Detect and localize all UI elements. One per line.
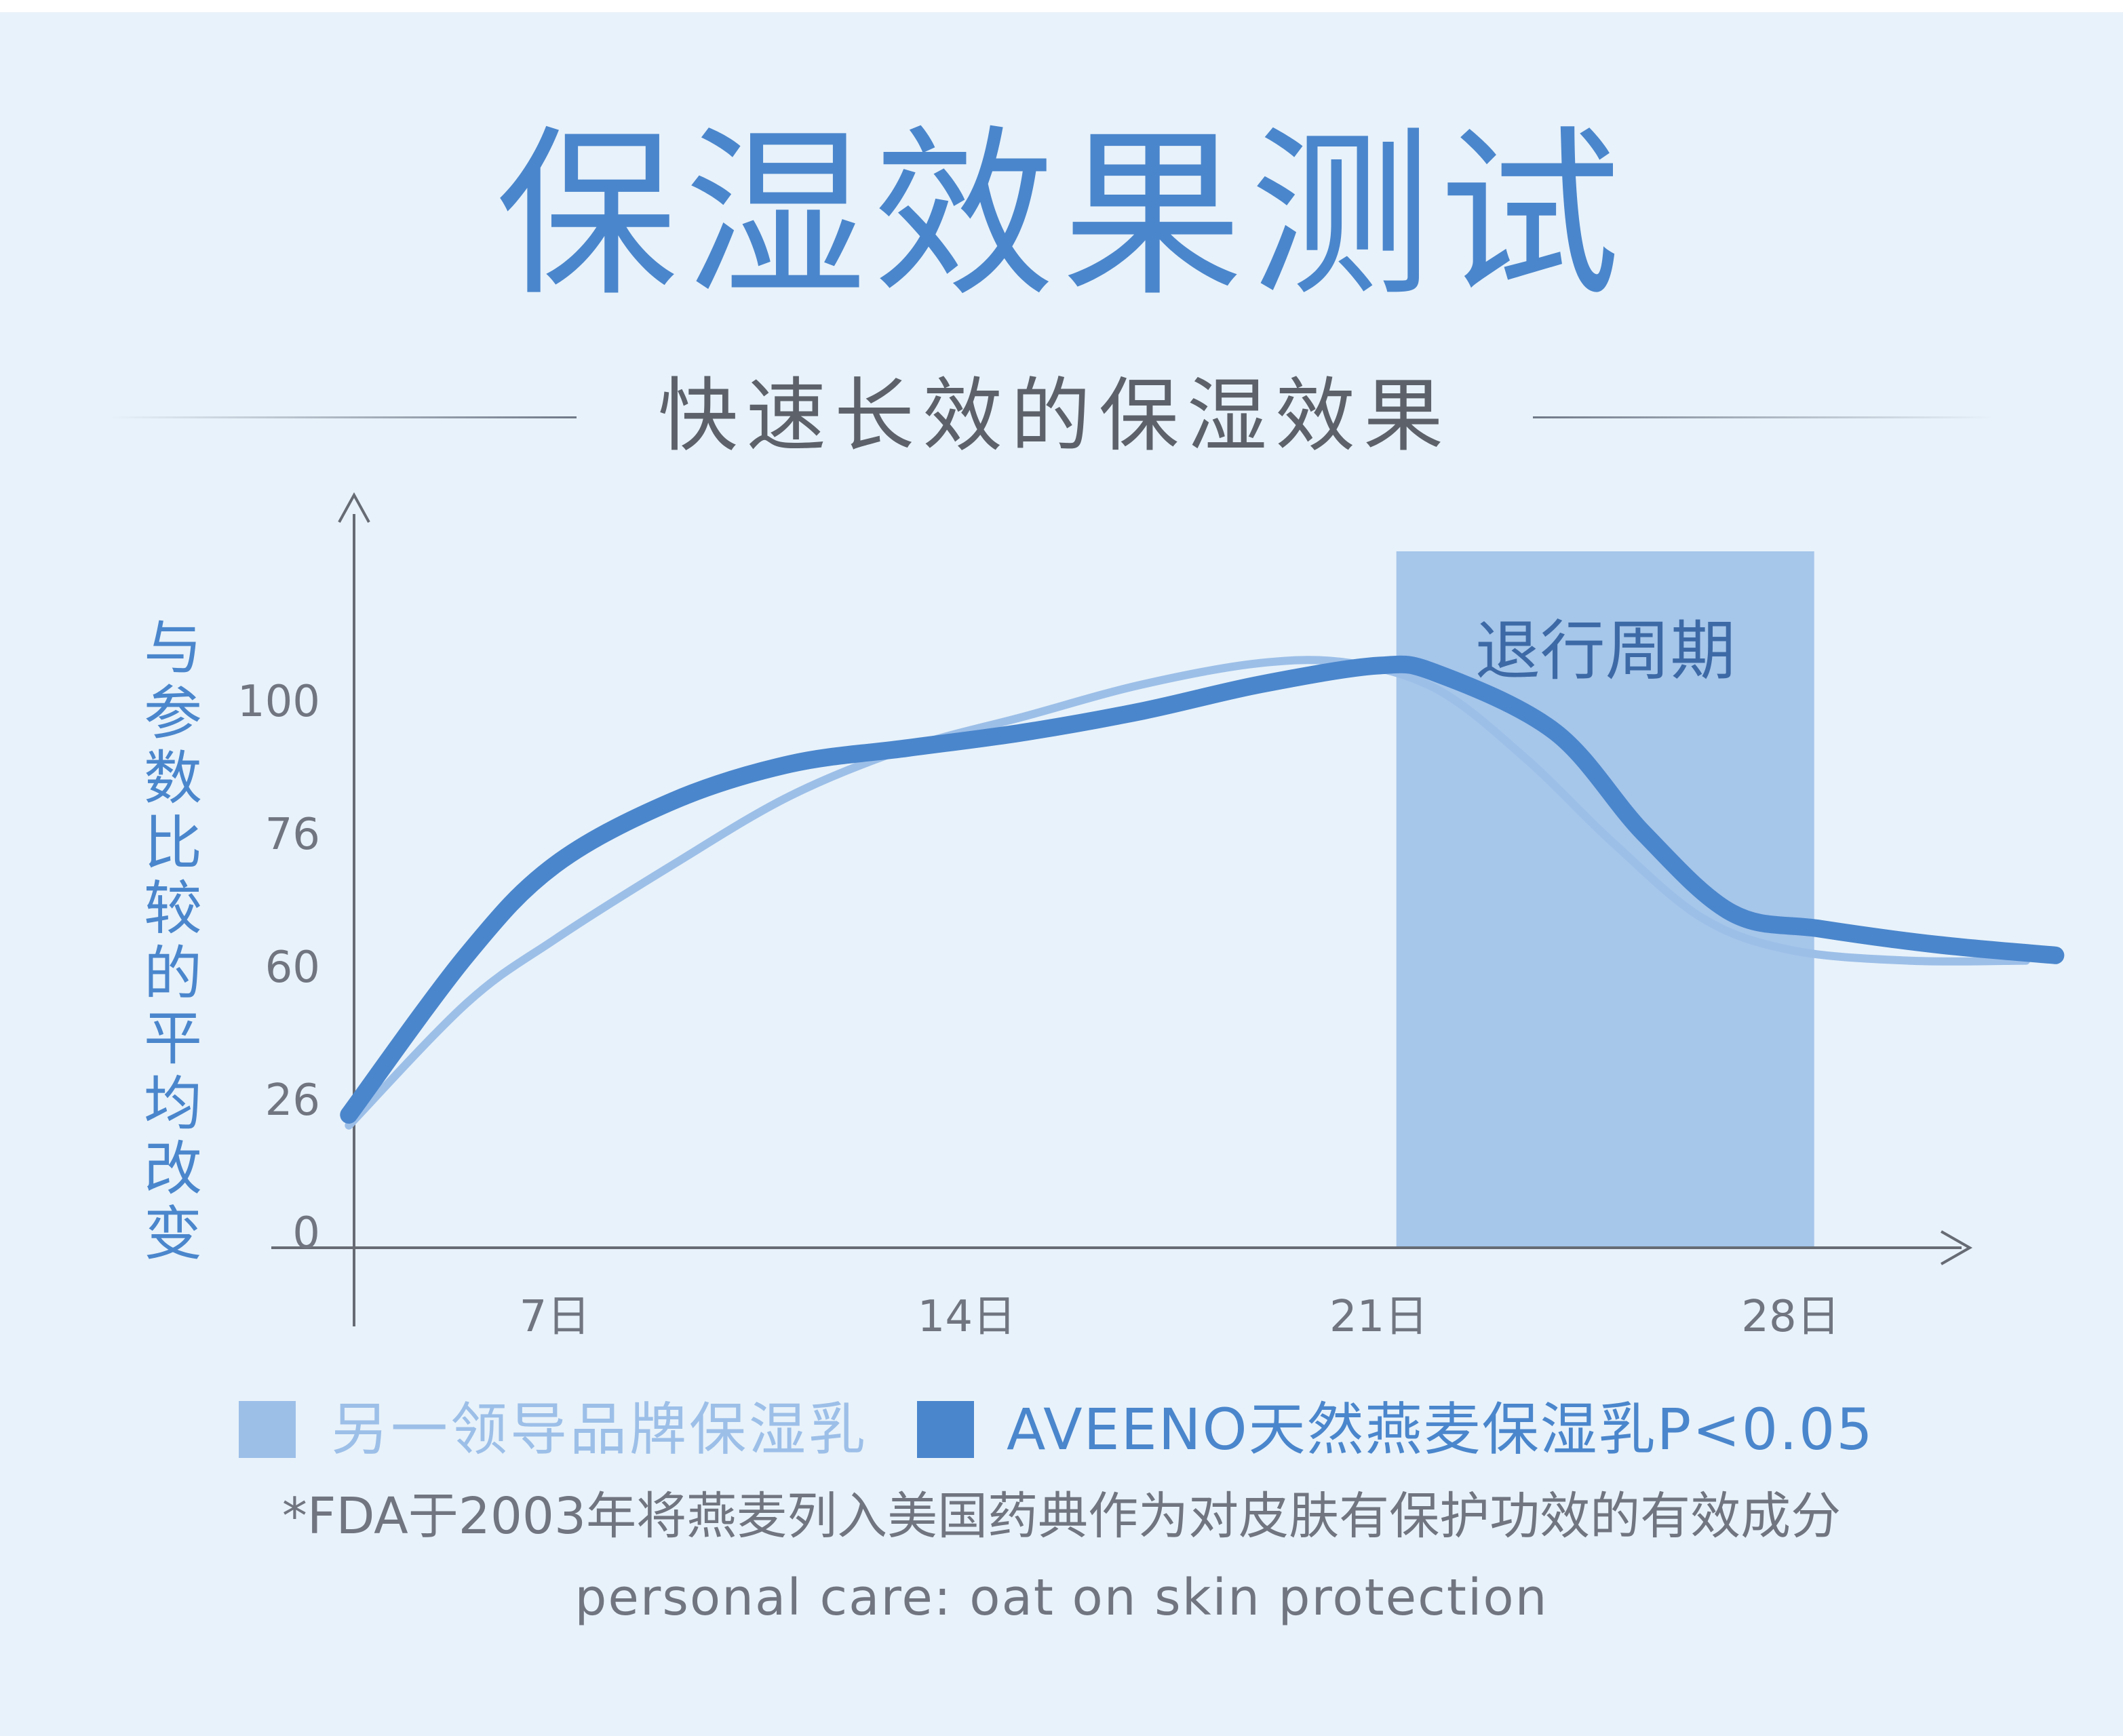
legend-swatch-other-brand	[239, 1401, 296, 1458]
x-tick-label: 28日	[1741, 1292, 1839, 1342]
highlight-band-group: 退行周期	[1396, 551, 1814, 1248]
x-tick-label: 7日	[520, 1292, 591, 1342]
axes	[271, 492, 1973, 1326]
y-tick-label: 0	[292, 1208, 320, 1259]
line-chart: 退行周期 0 26 60 76 100 7日 14日 21日 28日	[237, 492, 2065, 1342]
legend-label-other-brand: 另一领导品牌保湿乳	[331, 1396, 869, 1463]
y-tick-label: 100	[237, 677, 320, 727]
page-title: 保湿效果测试	[496, 110, 1627, 321]
x-tick-label: 14日	[918, 1292, 1016, 1342]
y-tick-label: 76	[265, 810, 320, 860]
y-tick-label: 60	[265, 943, 320, 993]
subtitle-divider-left	[109, 416, 577, 418]
y-tick-label: 26	[265, 1076, 320, 1126]
x-axis-arrow	[1941, 1230, 1973, 1265]
recession-period-band	[1396, 551, 1814, 1248]
y-axis-arrow	[338, 492, 370, 523]
series-line-other-brand	[345, 656, 2030, 1130]
legend-label-aveeno: AVEENO天然燕麦保湿乳P<0.05	[1007, 1396, 1874, 1463]
chart-panel: 保湿效果测试 快速长效的保湿效果 退行周期 0 26 60 76 100 7日 …	[0, 12, 2123, 1736]
footnote: *FDA于2003年将燕麦列入美国药典作为对皮肤有保护功效的有效成分	[281, 1487, 1842, 1545]
recession-period-label: 退行周期	[1475, 613, 1736, 689]
y-tick-labels: 0 26 60 76 100	[237, 677, 320, 1259]
y-axis-label: 与参数比较的平均改变	[144, 614, 202, 1268]
series-line-aveeno	[340, 655, 2065, 1124]
subtitle-divider-right	[1533, 416, 1994, 418]
subtitle-row: 快速长效的保湿效果	[109, 372, 1994, 460]
legend: 另一领导品牌保湿乳 AVEENO天然燕麦保湿乳P<0.05	[0, 1389, 2123, 1470]
x-tick-labels: 7日 14日 21日 28日	[520, 1292, 1840, 1342]
series-lines	[340, 655, 2065, 1130]
legend-swatch-aveeno	[917, 1401, 974, 1458]
footnote-english: personal care: oat on skin protection	[574, 1569, 1549, 1627]
x-tick-label: 21日	[1329, 1292, 1428, 1342]
page-subtitle: 快速长效的保湿效果	[657, 369, 1452, 462]
